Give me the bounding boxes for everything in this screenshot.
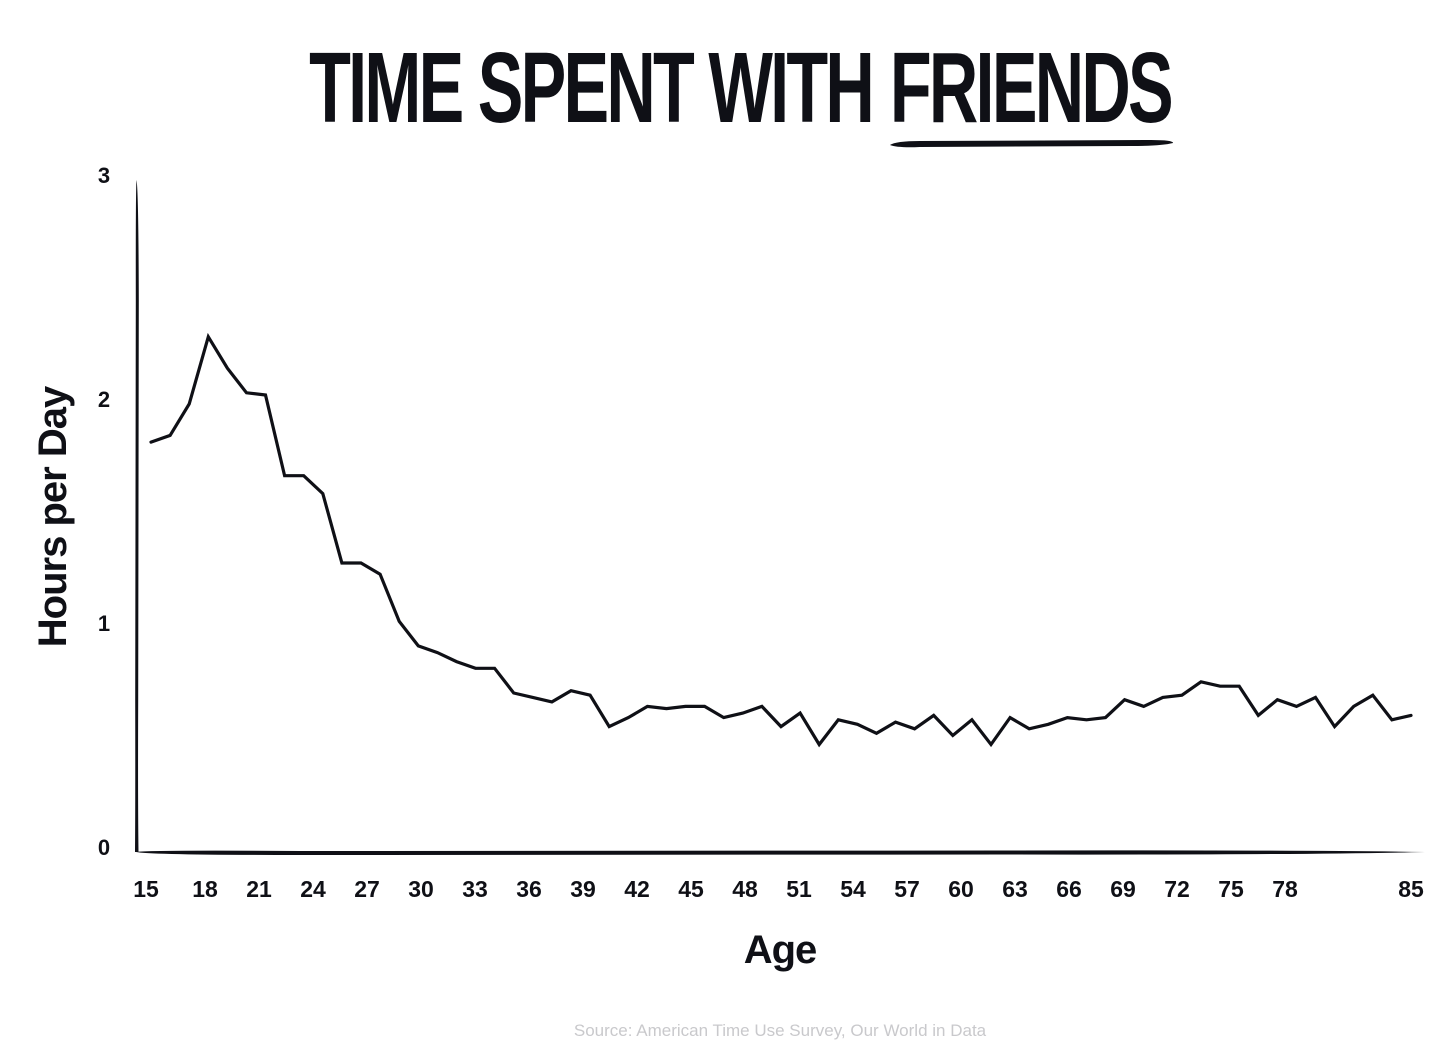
y-tick-label: 0 xyxy=(98,835,110,860)
x-tick-label: 15 xyxy=(133,876,159,902)
x-tick-label: 39 xyxy=(570,876,596,902)
chart-title: TIME SPENT WITH FRIENDS xyxy=(309,32,1174,148)
x-tick-label: 78 xyxy=(1272,876,1298,902)
x-axis-line xyxy=(136,850,1425,855)
y-tick-labels: 0 1 2 3 xyxy=(98,163,110,860)
title-underline-stroke xyxy=(889,140,1174,148)
x-tick-label: 66 xyxy=(1056,876,1082,902)
x-tick-label: 27 xyxy=(354,876,380,902)
x-tick-label: 36 xyxy=(516,876,542,902)
y-tick-label: 1 xyxy=(98,611,110,636)
y-axis-line xyxy=(135,180,139,852)
x-tick-label: 85 xyxy=(1398,876,1424,902)
y-axis-title: Hours per Day xyxy=(31,385,75,647)
chart-title-emphasis: FRIENDS xyxy=(890,32,1171,144)
x-tick-label: 33 xyxy=(462,876,488,902)
x-tick-label: 69 xyxy=(1110,876,1136,902)
x-tick-labels: 15 18 21 24 27 30 33 36 39 42 45 48 51 54 57 60 63 66 69 72… xyxy=(133,876,1424,902)
x-tick-label: 75 xyxy=(1218,876,1244,902)
x-tick-label: 45 xyxy=(678,876,704,902)
x-tick-label: 60 xyxy=(948,876,974,902)
x-tick-label: 51 xyxy=(786,876,812,902)
axes xyxy=(135,180,1425,855)
x-tick-label: 42 xyxy=(624,876,650,902)
x-tick-label: 48 xyxy=(732,876,758,902)
series-line-hours-per-day xyxy=(149,332,1413,748)
x-axis-title: Age xyxy=(744,928,817,972)
source-note: Source: American Time Use Survey, Our Wo… xyxy=(574,1021,987,1040)
x-tick-label: 18 xyxy=(192,876,218,902)
y-tick-label: 3 xyxy=(98,163,110,188)
x-tick-label: 54 xyxy=(840,876,866,902)
x-tick-label: 21 xyxy=(246,876,272,902)
x-tick-label: 24 xyxy=(300,876,326,902)
y-tick-label: 2 xyxy=(98,387,110,412)
x-tick-label: 57 xyxy=(894,876,920,902)
x-tick-label: 63 xyxy=(1002,876,1028,902)
chart-title-main: TIME SPENT WITH xyxy=(309,32,872,144)
x-tick-label: 72 xyxy=(1164,876,1190,902)
x-tick-label: 30 xyxy=(408,876,434,902)
